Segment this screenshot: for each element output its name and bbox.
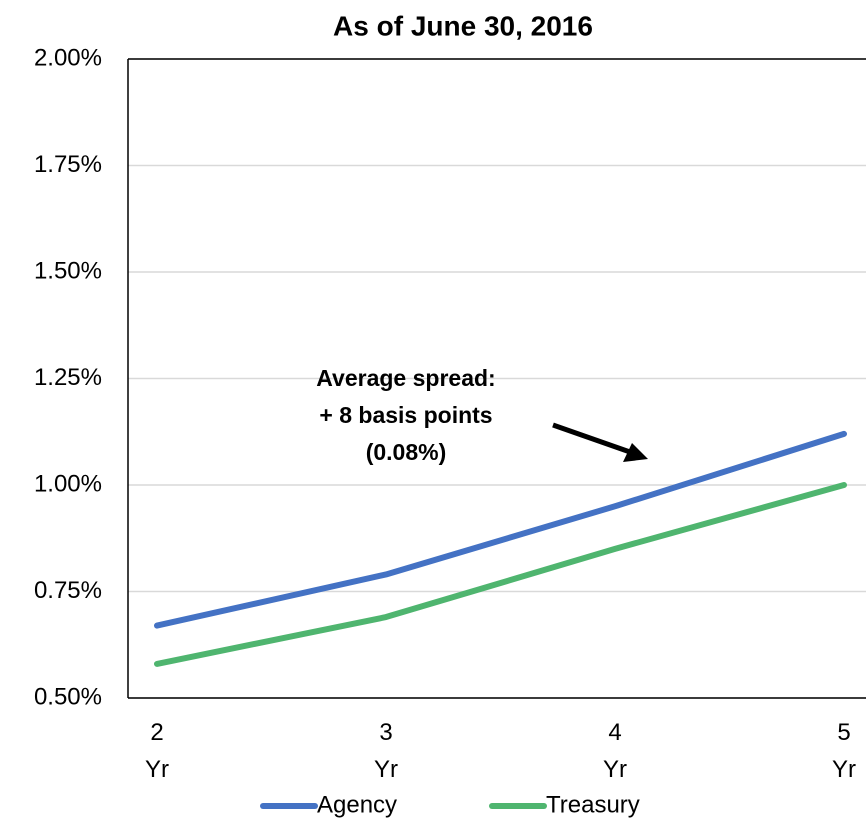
x-tick-label: 4 Yr bbox=[603, 719, 627, 783]
legend-label: Agency bbox=[317, 791, 397, 818]
y-tick-label: 1.50% bbox=[34, 257, 102, 284]
x-tick-label: 5 Yr bbox=[832, 719, 856, 783]
x-tick-label: 2 Yr bbox=[145, 719, 169, 783]
annotation-arrowhead bbox=[623, 443, 648, 462]
y-tick-label: 1.00% bbox=[34, 470, 102, 497]
y-tick-label: 2.00% bbox=[34, 44, 102, 71]
annotation: Average spread: bbox=[316, 365, 495, 391]
annotation: + 8 basis points bbox=[319, 402, 492, 428]
y-tick-label: 0.50% bbox=[34, 683, 102, 710]
x-tick-label: 3 Yr bbox=[374, 719, 398, 783]
annotation-arrow bbox=[552, 422, 631, 455]
legend-label: Treasury bbox=[546, 791, 640, 818]
series-line bbox=[154, 430, 847, 629]
y-tick-label: 0.75% bbox=[34, 577, 102, 604]
series-line bbox=[154, 482, 847, 667]
y-tick-label: 1.25% bbox=[34, 364, 102, 391]
annotation: (0.08%) bbox=[366, 439, 447, 465]
chart-title: As of June 30, 2016 bbox=[333, 10, 593, 41]
y-tick-label: 1.75% bbox=[34, 151, 102, 178]
